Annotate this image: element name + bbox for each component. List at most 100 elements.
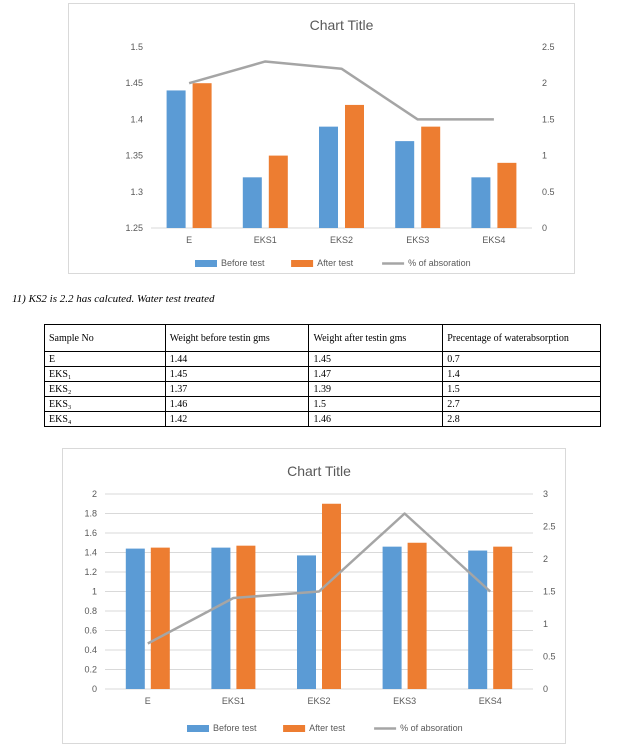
y-tick-label: 1.25 bbox=[125, 223, 143, 233]
y2-tick-label: 1.5 bbox=[543, 587, 556, 597]
y-tick-label: 1.6 bbox=[84, 528, 97, 538]
chart-1-svg: Chart Title 1.25 1.3 1.35 1.4 1.45 1.5 0 0.5 1 1.5… bbox=[125, 17, 555, 268]
y-tick-label: 1.8 bbox=[84, 509, 97, 519]
table-cell: 1.46 bbox=[308, 411, 444, 427]
legend-swatch bbox=[187, 725, 209, 732]
bar bbox=[493, 546, 513, 689]
legend-label: Before test bbox=[221, 258, 265, 268]
legend-label: Before test bbox=[213, 723, 257, 733]
bar bbox=[468, 550, 488, 689]
y-tick-label: 0 bbox=[92, 684, 97, 694]
y-tick-label: 1.2 bbox=[84, 567, 97, 577]
header-weight-after: Weight after testin gms bbox=[308, 324, 444, 352]
bar bbox=[125, 548, 145, 689]
bar bbox=[211, 547, 231, 689]
x-tick-label: EKS4 bbox=[482, 235, 505, 245]
bar bbox=[192, 83, 212, 228]
table-cell: EKS₄ bbox=[44, 411, 166, 427]
table-cell: 1.37 bbox=[164, 381, 310, 397]
bar bbox=[319, 126, 338, 228]
x-tick-label: EKS2 bbox=[330, 235, 353, 245]
y2-tick-label: 0 bbox=[543, 684, 548, 694]
y-tick-label: 2 bbox=[92, 489, 97, 499]
y-tick-label: 0.6 bbox=[84, 626, 97, 636]
bar bbox=[395, 141, 415, 228]
table-row: EKS₃ 1.46 1.5 2.7 bbox=[44, 396, 601, 412]
y2-tick-label: 1.5 bbox=[542, 114, 555, 124]
legend-label: After test bbox=[317, 258, 354, 268]
x-tick-label: E bbox=[186, 235, 192, 245]
chart-1: Chart Title 1.25 1.3 1.35 1.4 1.45 1.5 0 0.5 1 1.5… bbox=[68, 3, 575, 274]
bar bbox=[242, 177, 262, 228]
y-tick-label: 1.4 bbox=[130, 114, 143, 124]
legend-label: After test bbox=[309, 723, 346, 733]
bar bbox=[322, 503, 341, 689]
table-cell: 1.5 bbox=[308, 396, 444, 412]
legend-label: % of absoration bbox=[400, 723, 463, 733]
table-cell: 1.42 bbox=[164, 411, 310, 427]
y-tick-label: 1.3 bbox=[130, 187, 143, 197]
table-cell: 1.44 bbox=[164, 351, 310, 367]
bar bbox=[268, 155, 288, 228]
y2-tick-label: 2.5 bbox=[543, 522, 556, 532]
table-row: E 1.44 1.45 0.7 bbox=[44, 351, 601, 367]
y-tick-label: 0.8 bbox=[84, 606, 97, 616]
chart-2-svg: Chart Title 0 0.2 0.4 0.6 0.8 1 1.2 1.4 1.6 1.8 2 0 0… bbox=[84, 463, 556, 733]
y2-tick-label: 3 bbox=[543, 489, 548, 499]
y-tick-label: 0.4 bbox=[84, 645, 97, 655]
table-cell: 1.4 bbox=[442, 366, 601, 382]
table-row: EKS₁ 1.45 1.47 1.4 bbox=[44, 366, 601, 382]
chart-title: Chart Title bbox=[310, 17, 374, 33]
bar bbox=[166, 90, 186, 228]
bar bbox=[345, 104, 364, 228]
x-tick-label: EKS3 bbox=[393, 696, 416, 706]
chart-title: Chart Title bbox=[287, 463, 351, 479]
y2-tick-label: 2 bbox=[542, 78, 547, 88]
table-header-row: Sample No Weight before testin gms Weigh… bbox=[44, 324, 601, 352]
table-cell: 0.7 bbox=[442, 351, 601, 367]
bar bbox=[297, 555, 316, 689]
table-cell: 2.8 bbox=[442, 411, 601, 427]
y-tick-label: 0.2 bbox=[84, 665, 97, 675]
table-row: EKS₂ 1.37 1.39 1.5 bbox=[44, 381, 601, 397]
y-tick-label: 1.45 bbox=[125, 78, 143, 88]
table-cell: EKS₁ bbox=[44, 366, 166, 382]
table-cell: 1.45 bbox=[164, 366, 310, 382]
bar bbox=[497, 162, 517, 228]
table-cell: 1.47 bbox=[308, 366, 444, 382]
header-percentage: Precentage of waterabsorption bbox=[442, 324, 601, 352]
table-cell: E bbox=[44, 351, 166, 367]
x-tick-label: EKS1 bbox=[254, 235, 277, 245]
series-line bbox=[147, 512, 492, 645]
chart-2: Chart Title 0 0.2 0.4 0.6 0.8 1 1.2 1.4 1.6 1.8 2 0 0… bbox=[62, 448, 566, 744]
bar bbox=[421, 126, 441, 228]
x-tick-label: EKS4 bbox=[479, 696, 502, 706]
y2-tick-label: 1 bbox=[542, 151, 547, 161]
bar bbox=[407, 542, 427, 689]
table-cell: EKS₃ bbox=[44, 396, 166, 412]
y-tick-label: 1.4 bbox=[84, 548, 97, 558]
x-tick-label: E bbox=[145, 696, 151, 706]
y2-tick-label: 2 bbox=[543, 554, 548, 564]
y2-tick-label: 0.5 bbox=[542, 187, 555, 197]
y2-tick-label: 1 bbox=[543, 619, 548, 629]
table-cell: 1.45 bbox=[308, 351, 444, 367]
caption: 11) KS2 is 2.2 has calcuted. Water test … bbox=[12, 293, 215, 305]
x-tick-label: EKS1 bbox=[222, 696, 245, 706]
y-tick-label: 1.35 bbox=[125, 151, 143, 161]
bar bbox=[471, 177, 491, 228]
legend-label: % of absoration bbox=[408, 258, 471, 268]
table-cell: 1.39 bbox=[308, 381, 444, 397]
table-row: EKS₄ 1.42 1.46 2.8 bbox=[44, 411, 601, 427]
bar bbox=[236, 545, 256, 689]
table-cell: 1.5 bbox=[442, 381, 601, 397]
table-cell: 1.46 bbox=[164, 396, 310, 412]
header-sample-no: Sample No bbox=[44, 324, 166, 352]
legend-swatch bbox=[283, 725, 306, 732]
x-tick-label: EKS2 bbox=[307, 696, 330, 706]
legend-swatch bbox=[195, 260, 217, 267]
table-cell: EKS₂ bbox=[44, 381, 166, 397]
header-weight-before: Weight before testin gms bbox=[164, 324, 310, 352]
y2-tick-label: 0 bbox=[542, 223, 547, 233]
y-tick-label: 1.5 bbox=[130, 42, 143, 52]
